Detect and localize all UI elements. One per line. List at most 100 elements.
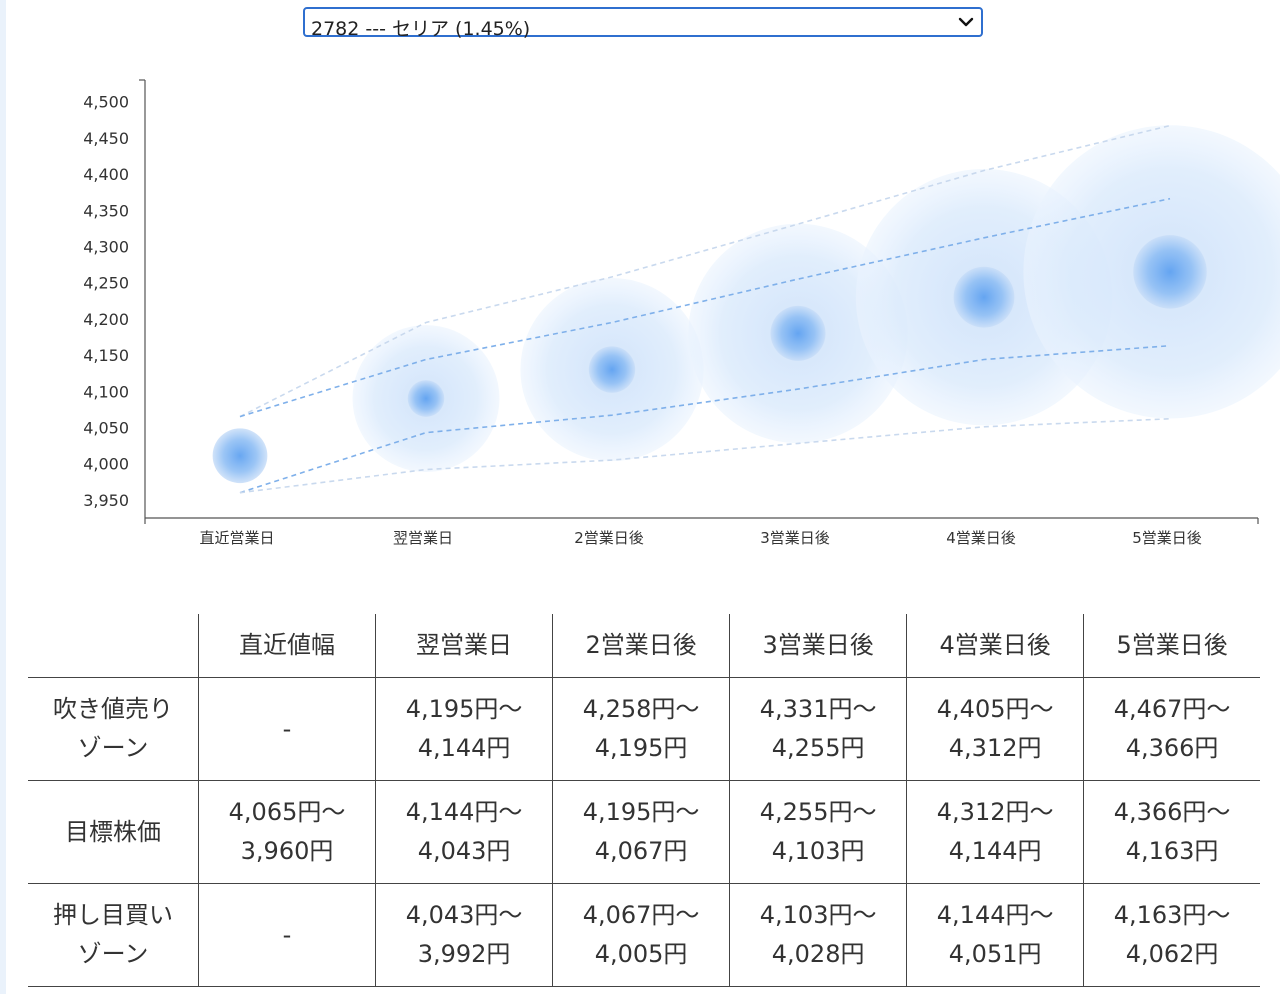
x-tick-label: 翌営業日: [393, 529, 453, 547]
table-cell: 4,043円〜 3,992円: [375, 883, 554, 987]
core-circle: [407, 380, 445, 417]
y-tick-label: 4,400: [83, 165, 129, 184]
table-cell: 4,065円〜 3,960円: [197, 780, 377, 884]
y-tick-label: 4,300: [83, 238, 129, 257]
cell-value-line: 4,405円〜: [936, 695, 1054, 723]
y-tick-label: 3,950: [83, 491, 129, 510]
table-row-label: 吹き値売り ゾーン: [28, 677, 199, 781]
table-cell: -: [197, 883, 377, 987]
cell-value-line: 4,065円〜: [228, 798, 346, 826]
cell-value-line: 4,067円〜: [582, 901, 700, 929]
table-row-label: 目標株価: [28, 780, 199, 884]
y-tick-label: 4,450: [83, 129, 129, 148]
cell-value-line: 3,960円: [240, 837, 334, 865]
core-circle: [770, 305, 826, 361]
cell-value-line: 4,255円〜: [759, 798, 877, 826]
table-cell: 4,195円〜 4,144円: [375, 677, 554, 781]
y-tick-label: 4,050: [83, 419, 129, 438]
core-circle: [212, 428, 268, 484]
cell-value-line: 4,103円: [771, 837, 865, 865]
cell-value-line: 4,195円〜: [405, 695, 523, 723]
cell-value-line: 4,312円〜: [936, 798, 1054, 826]
cell-value-line: 4,144円〜: [936, 901, 1054, 929]
table-column-header: 直近値幅: [197, 614, 377, 678]
inner-low-line: [239, 344, 1171, 494]
table-row: 押し目買いゾーン - 4,043円〜 3,992円 4,067円〜 4,005円 4,103…: [28, 883, 1260, 987]
table-cell: 4,103円〜 4,028円: [729, 883, 908, 987]
table-column-header: 3営業日後: [729, 614, 908, 678]
cell-value-line: 4,067円: [594, 837, 688, 865]
cell-value-line: 4,005円: [594, 940, 688, 968]
core-circle: [588, 346, 636, 393]
table-cell: 4,195円〜 4,067円: [552, 780, 731, 884]
stock-select[interactable]: 2782 --- セリア (1.45%): [303, 7, 983, 40]
table-column-header: 2営業日後: [552, 614, 731, 678]
cell-value-line: 4,103円〜: [759, 901, 877, 929]
stock-select-value: 2782 --- セリア (1.45%): [311, 18, 531, 40]
y-tick-label: 4,350: [83, 201, 129, 220]
outer-high-line: [239, 124, 1171, 418]
cell-value-line: 4,195円: [594, 734, 688, 762]
y-tick-label: 4,500: [83, 93, 129, 112]
y-tick-label: 4,000: [83, 455, 129, 474]
core-circle: [953, 266, 1015, 328]
x-tick-label: 5営業日後: [1132, 529, 1202, 547]
y-tick-label: 4,100: [83, 382, 129, 401]
table-cell: 4,312円〜 4,144円: [906, 780, 1085, 884]
row-label-line: ゾーン: [77, 734, 149, 762]
cell-value-line: 4,163円: [1125, 837, 1219, 865]
cell-value-line: 4,312円: [948, 734, 1042, 762]
cell-value-line: 4,467円〜: [1113, 695, 1231, 723]
cell-value-line: -: [282, 714, 292, 743]
y-tick-label: 4,200: [83, 310, 129, 329]
table-cell: 4,067円〜 4,005円: [552, 883, 731, 987]
cell-value-line: 4,366円〜: [1113, 798, 1231, 826]
row-label-line: 目標株価: [65, 817, 161, 846]
cell-value-line: 4,051円: [948, 940, 1042, 968]
table-column-header: 5営業日後: [1083, 614, 1260, 678]
table-corner-cell: [28, 614, 199, 678]
cell-value-line: 4,144円〜: [405, 798, 523, 826]
cell-value-line: 4,062円: [1125, 940, 1219, 968]
table-cell: 4,255円〜 4,103円: [729, 780, 908, 884]
row-label-line: ゾーン: [77, 940, 149, 968]
x-tick-label: 直近営業日: [199, 529, 274, 547]
table-cell: 4,366円〜 4,163円: [1083, 780, 1260, 884]
y-tick-label: 4,150: [83, 346, 129, 365]
y-tick-label: 4,250: [83, 274, 129, 293]
cell-value-line: 4,331円〜: [759, 695, 877, 723]
x-tick-label: 3営業日後: [760, 529, 830, 547]
table-row: 目標株価 4,065円〜 3,960円 4,144円〜 4,043円 4,195円〜 4,0…: [28, 780, 1260, 884]
x-tick-label: 2営業日後: [574, 529, 644, 547]
table-cell: 4,163円〜 4,062円: [1083, 883, 1260, 987]
row-label-line: 吹き値売り: [53, 695, 173, 723]
table-cell: 4,258円〜 4,195円: [552, 677, 731, 781]
core-circle: [1133, 235, 1207, 309]
row-label-line: 押し目買い: [53, 901, 173, 929]
table-cell: 4,467円〜 4,366円: [1083, 677, 1260, 781]
table-cell: 4,405円〜 4,312円: [906, 677, 1085, 781]
table-row: 吹き値売りゾーン - 4,195円〜 4,144円 4,258円〜 4,195円 4,331…: [28, 677, 1260, 781]
inner-high-line: [239, 197, 1171, 418]
left-edge-strip: [0, 0, 6, 994]
cell-value-line: 3,992円: [417, 940, 511, 968]
table-cell: 4,144円〜 4,051円: [906, 883, 1085, 987]
forecast-table: 直近値幅 翌営業日 2営業日後 3営業日後 4営業日後 5営業日後 吹き値売りゾーン - 4,…: [28, 614, 1260, 987]
cell-value-line: 4,195円〜: [582, 798, 700, 826]
table-cell: 4,331円〜 4,255円: [729, 677, 908, 781]
cell-value-line: 4,144円: [948, 837, 1042, 865]
cell-value-line: 4,258円〜: [582, 695, 700, 723]
table-cell: -: [197, 677, 377, 781]
table-row-label: 押し目買い ゾーン: [28, 883, 199, 987]
chevron-down-icon: [958, 17, 974, 27]
forecast-chart: 4,500 4,450 4,400 4,350 4,300 4,250 4,200 4,150…: [83, 79, 1280, 547]
cell-value-line: 4,255円: [771, 734, 865, 762]
cell-value-line: 4,043円: [417, 837, 511, 865]
table-header-row: 直近値幅 翌営業日 2営業日後 3営業日後 4営業日後 5営業日後: [28, 614, 1260, 678]
table-cell: 4,144円〜 4,043円: [375, 780, 554, 884]
cell-value-line: 4,028円: [771, 940, 865, 968]
cell-value-line: 4,163円〜: [1113, 901, 1231, 929]
cell-value-line: 4,144円: [417, 734, 511, 762]
cell-value-line: -: [282, 920, 292, 949]
outer-low-line: [239, 418, 1171, 494]
